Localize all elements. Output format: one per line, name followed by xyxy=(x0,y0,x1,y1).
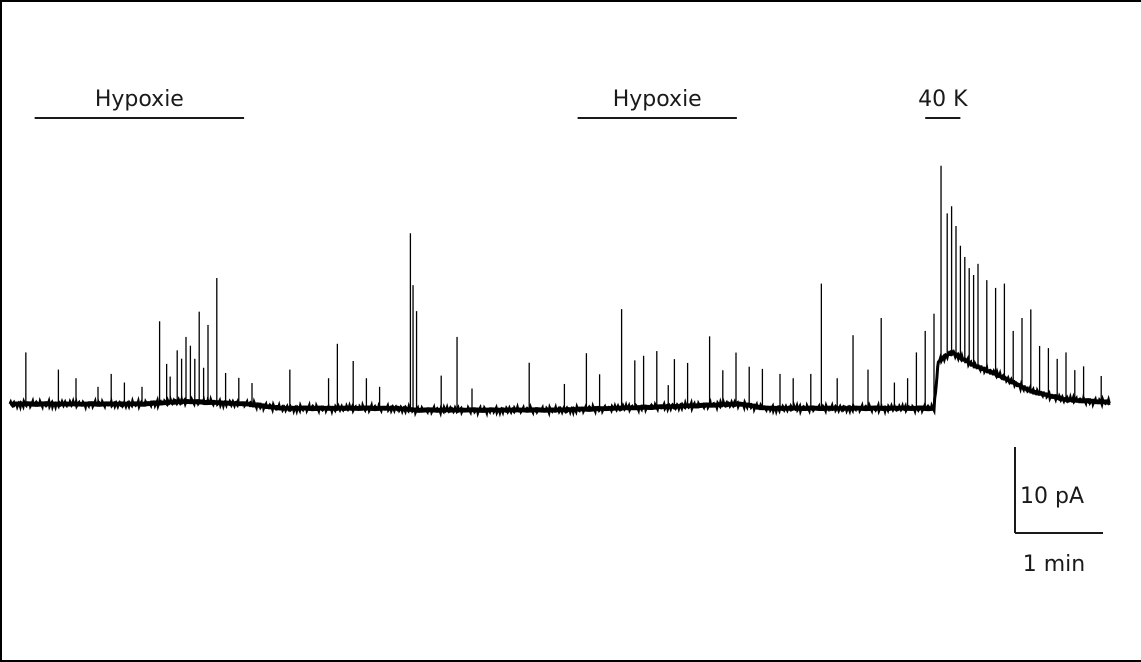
scale-bar-y-label: 10 pA xyxy=(1020,484,1085,509)
scale-bar xyxy=(1014,447,1103,534)
annotation-label-1: Hypoxie xyxy=(612,87,702,112)
annotation-label-2: 40 K xyxy=(918,87,968,112)
events-layer xyxy=(25,165,1102,411)
baseline-trace xyxy=(8,348,1111,419)
annotation-label-0: Hypoxie xyxy=(94,87,184,112)
scale-bar-x-label: 1 min xyxy=(1022,552,1086,577)
baseline-layer xyxy=(8,348,1111,419)
